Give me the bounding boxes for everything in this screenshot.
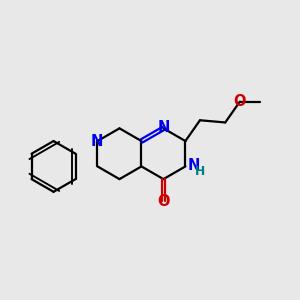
Text: N: N [188,158,200,173]
Text: O: O [157,194,170,209]
Text: H: H [195,165,206,178]
Text: O: O [234,94,246,109]
Text: N: N [157,120,170,135]
Text: N: N [90,134,103,148]
